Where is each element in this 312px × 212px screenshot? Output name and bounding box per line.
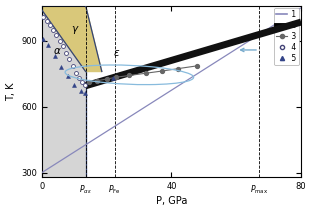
Point xyxy=(111,76,116,80)
Text: $P_{\rm max}$: $P_{\rm max}$ xyxy=(250,183,268,196)
Point xyxy=(41,37,46,40)
Point xyxy=(46,43,51,47)
Point xyxy=(82,83,87,86)
Point xyxy=(61,45,66,48)
Point xyxy=(65,74,70,78)
Point xyxy=(47,24,52,27)
Point xyxy=(52,54,57,58)
Text: $\varepsilon$: $\varepsilon$ xyxy=(113,48,120,58)
Legend:  1,  2,  3,  4,  5: 1, 2, 3, 4, 5 xyxy=(274,8,299,65)
Text: $P_{\rm Fe}$: $P_{\rm Fe}$ xyxy=(109,183,121,196)
Y-axis label: T, K: T, K xyxy=(6,82,16,100)
Point xyxy=(64,51,69,54)
Text: $\gamma$: $\gamma$ xyxy=(71,24,80,36)
Point xyxy=(80,80,85,84)
Point xyxy=(72,83,77,86)
Point xyxy=(59,66,64,69)
Point xyxy=(44,19,49,23)
Point xyxy=(54,33,59,37)
Point xyxy=(82,92,87,95)
Point xyxy=(77,76,82,80)
Point xyxy=(57,39,62,42)
Point xyxy=(78,90,83,93)
Point xyxy=(67,58,72,61)
Point xyxy=(70,64,75,68)
Point xyxy=(41,15,46,18)
Polygon shape xyxy=(42,6,102,71)
Text: $\alpha$: $\alpha$ xyxy=(53,46,62,56)
X-axis label: P, GPa: P, GPa xyxy=(156,197,187,206)
Text: $P_{\alpha\varepsilon}$: $P_{\alpha\varepsilon}$ xyxy=(79,183,92,196)
Point xyxy=(51,28,56,31)
Point xyxy=(73,71,78,74)
